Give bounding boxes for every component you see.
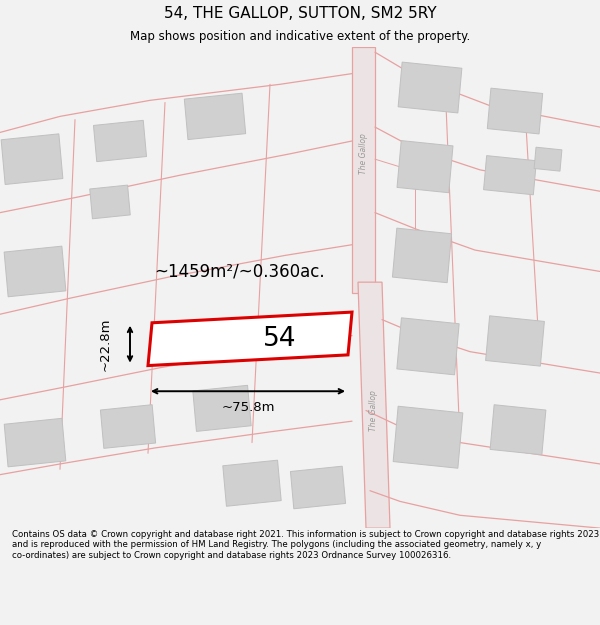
Polygon shape <box>184 93 245 139</box>
Polygon shape <box>534 148 562 171</box>
Text: ~75.8m: ~75.8m <box>221 401 275 414</box>
Polygon shape <box>487 88 543 134</box>
Polygon shape <box>4 246 66 297</box>
Polygon shape <box>4 418 66 467</box>
Polygon shape <box>392 228 452 282</box>
Polygon shape <box>358 282 390 528</box>
Polygon shape <box>290 466 346 509</box>
Polygon shape <box>352 47 375 293</box>
Polygon shape <box>193 385 251 431</box>
Polygon shape <box>490 405 546 455</box>
Polygon shape <box>393 406 463 468</box>
Text: ~1459m²/~0.360ac.: ~1459m²/~0.360ac. <box>155 262 325 281</box>
Polygon shape <box>90 185 130 219</box>
Polygon shape <box>485 316 544 366</box>
Polygon shape <box>397 318 459 375</box>
Polygon shape <box>100 405 155 448</box>
Point <box>0 43 5 51</box>
Point <box>0 43 4 51</box>
Text: The Gallop: The Gallop <box>370 390 379 431</box>
Polygon shape <box>397 141 453 192</box>
Text: Map shows position and indicative extent of the property.: Map shows position and indicative extent… <box>130 30 470 43</box>
Polygon shape <box>484 156 536 195</box>
Polygon shape <box>148 312 352 366</box>
Polygon shape <box>1 134 63 184</box>
Polygon shape <box>223 460 281 506</box>
Polygon shape <box>94 121 146 162</box>
Text: 54, THE GALLOP, SUTTON, SM2 5RY: 54, THE GALLOP, SUTTON, SM2 5RY <box>164 6 436 21</box>
Text: The Gallop: The Gallop <box>359 133 367 174</box>
Polygon shape <box>398 62 462 113</box>
Text: 54: 54 <box>263 326 297 352</box>
Text: Contains OS data © Crown copyright and database right 2021. This information is : Contains OS data © Crown copyright and d… <box>12 530 599 560</box>
Text: ~22.8m: ~22.8m <box>98 318 112 371</box>
